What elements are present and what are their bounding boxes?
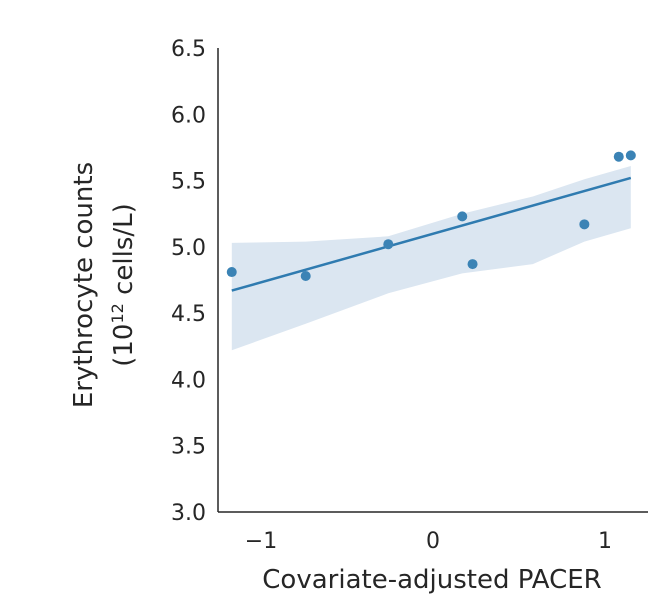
data-point <box>625 150 636 161</box>
y-tick-label: 3.0 <box>171 501 206 526</box>
y-axis-unit: (1012 cells/L) <box>108 203 140 367</box>
ticks-layer: 3.0 3.5 4.0 4.5 5.0 5.5 6.0 6.5 −1 0 1 <box>171 37 612 554</box>
regression-line-layer <box>231 176 632 292</box>
x-tick-label: 1 <box>598 529 612 554</box>
data-point <box>226 267 237 278</box>
regression-line <box>231 176 632 292</box>
data-point <box>613 151 624 162</box>
x-tick-label: 0 <box>426 529 440 554</box>
data-point <box>457 211 468 222</box>
x-tick-label: −1 <box>245 529 277 554</box>
y-tick-label: 5.0 <box>171 236 206 261</box>
data-point <box>383 239 394 250</box>
confidence-band <box>231 166 631 351</box>
y-axis-title: Erythrocyte counts <box>69 162 99 408</box>
y-tick-label: 4.5 <box>171 302 206 327</box>
y-tick-label: 6.5 <box>171 37 206 62</box>
x-axis-title: Covariate-adjusted PACER <box>262 565 601 595</box>
data-point <box>300 271 311 282</box>
y-axis-unit-suffix: cells/L) <box>109 203 139 303</box>
points-layer <box>226 150 636 282</box>
y-axis-unit-exponent: 12 <box>108 303 127 323</box>
data-point <box>467 259 478 270</box>
data-point <box>579 219 590 230</box>
y-axis-unit-prefix: (10 <box>109 324 139 367</box>
y-tick-label: 5.5 <box>171 170 206 195</box>
confidence-band-layer <box>231 166 631 351</box>
y-tick-label: 4.0 <box>171 368 206 393</box>
axes-layer <box>217 48 648 513</box>
y-tick-label: 3.5 <box>171 435 206 460</box>
y-tick-label: 6.0 <box>171 103 206 128</box>
